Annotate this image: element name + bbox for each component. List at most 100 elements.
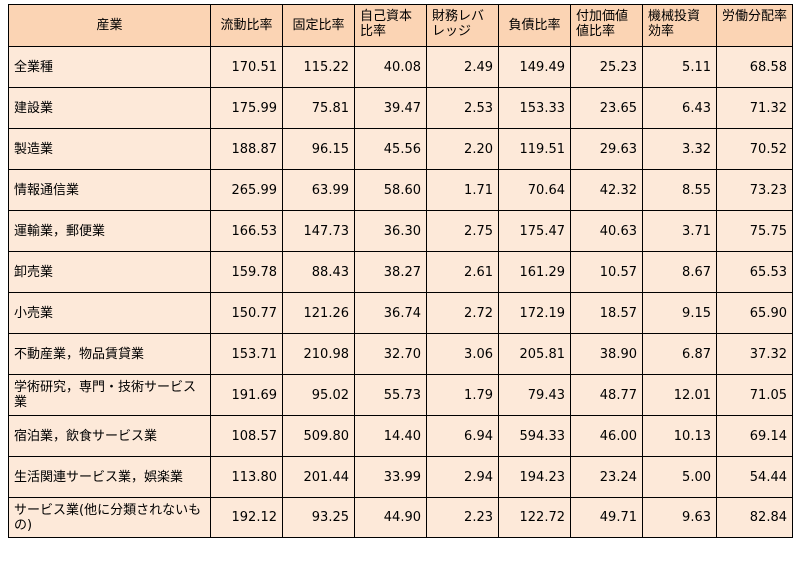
industry-ratio-table: 産業 流動比率 固定比率 自己資本比率 財務レバレッジ 負債比率 付加価値値比率… — [8, 4, 793, 538]
cell-labor-share: 71.32 — [716, 87, 793, 129]
cell-current-ratio: 150.77 — [210, 292, 283, 334]
cell-financial-leverage: 2.23 — [426, 497, 499, 538]
header-machine-investment-efficiency: 機械投資効率 — [642, 4, 717, 47]
table-body: 全業種 170.51 115.22 40.08 2.49 149.49 25.23 5.11 6… — [8, 46, 793, 538]
cell-current-ratio: 153.71 — [210, 333, 283, 375]
cell-industry: 小売業 — [8, 292, 211, 334]
cell-industry: 情報通信業 — [8, 169, 211, 211]
cell-current-ratio: 108.57 — [210, 415, 283, 457]
cell-equity-ratio: 40.08 — [354, 46, 427, 88]
cell-equity-ratio: 36.30 — [354, 210, 427, 252]
cell-financial-leverage: 2.75 — [426, 210, 499, 252]
cell-labor-share: 82.84 — [716, 497, 793, 538]
header-current-ratio: 流動比率 — [210, 4, 283, 47]
cell-labor-share: 54.44 — [716, 456, 793, 498]
cell-fixed-ratio: 93.25 — [282, 497, 355, 538]
cell-value-added-ratio: 25.23 — [570, 46, 643, 88]
cell-equity-ratio: 39.47 — [354, 87, 427, 129]
cell-fixed-ratio: 509.80 — [282, 415, 355, 457]
cell-fixed-ratio: 147.73 — [282, 210, 355, 252]
cell-labor-share: 37.32 — [716, 333, 793, 375]
cell-financial-leverage: 2.49 — [426, 46, 499, 88]
header-value-added-ratio: 付加価値値比率 — [570, 4, 643, 47]
cell-machine-investment-efficiency: 9.63 — [642, 497, 717, 538]
header-equity-ratio: 自己資本比率 — [354, 4, 427, 47]
cell-current-ratio: 188.87 — [210, 128, 283, 170]
table-row: 不動産業，物品賃貸業 153.71 210.98 32.70 3.06 205.81 38.… — [8, 333, 793, 375]
cell-value-added-ratio: 40.63 — [570, 210, 643, 252]
cell-debt-ratio: 70.64 — [498, 169, 571, 211]
cell-machine-investment-efficiency: 5.11 — [642, 46, 717, 88]
cell-industry: サービス業(他に分類されないもの) — [8, 497, 211, 538]
cell-machine-investment-efficiency: 12.01 — [642, 374, 717, 416]
table-header: 産業 流動比率 固定比率 自己資本比率 財務レバレッジ 負債比率 付加価値値比率… — [8, 4, 793, 47]
table-row: 宿泊業，飲食サービス業 108.57 509.80 14.40 6.94 594.33 46… — [8, 415, 793, 457]
cell-labor-share: 65.53 — [716, 251, 793, 293]
cell-current-ratio: 170.51 — [210, 46, 283, 88]
cell-fixed-ratio: 115.22 — [282, 46, 355, 88]
cell-machine-investment-efficiency: 10.13 — [642, 415, 717, 457]
cell-debt-ratio: 153.33 — [498, 87, 571, 129]
cell-machine-investment-efficiency: 3.32 — [642, 128, 717, 170]
header-industry: 産業 — [8, 4, 211, 47]
cell-industry: 全業種 — [8, 46, 211, 88]
cell-fixed-ratio: 121.26 — [282, 292, 355, 334]
header-financial-leverage: 財務レバレッジ — [426, 4, 499, 47]
cell-financial-leverage: 6.94 — [426, 415, 499, 457]
cell-equity-ratio: 58.60 — [354, 169, 427, 211]
cell-value-added-ratio: 29.63 — [570, 128, 643, 170]
cell-fixed-ratio: 210.98 — [282, 333, 355, 375]
cell-labor-share: 73.23 — [716, 169, 793, 211]
cell-current-ratio: 265.99 — [210, 169, 283, 211]
cell-machine-investment-efficiency: 8.55 — [642, 169, 717, 211]
cell-fixed-ratio: 63.99 — [282, 169, 355, 211]
cell-value-added-ratio: 23.24 — [570, 456, 643, 498]
table-row: 小売業 150.77 121.26 36.74 2.72 172.19 18.57 9.15 6… — [8, 292, 793, 334]
cell-debt-ratio: 205.81 — [498, 333, 571, 375]
cell-labor-share: 75.75 — [716, 210, 793, 252]
cell-fixed-ratio: 95.02 — [282, 374, 355, 416]
cell-equity-ratio: 45.56 — [354, 128, 427, 170]
cell-value-added-ratio: 18.57 — [570, 292, 643, 334]
cell-industry: 運輸業，郵便業 — [8, 210, 211, 252]
cell-financial-leverage: 2.72 — [426, 292, 499, 334]
cell-labor-share: 70.52 — [716, 128, 793, 170]
header-labor-share: 労働分配率 — [716, 4, 793, 47]
cell-equity-ratio: 38.27 — [354, 251, 427, 293]
cell-financial-leverage: 2.94 — [426, 456, 499, 498]
cell-value-added-ratio: 49.71 — [570, 497, 643, 538]
cell-machine-investment-efficiency: 6.87 — [642, 333, 717, 375]
cell-equity-ratio: 14.40 — [354, 415, 427, 457]
table-row: 情報通信業 265.99 63.99 58.60 1.71 70.64 42.32 8.55 7… — [8, 169, 793, 211]
table-row: 運輸業，郵便業 166.53 147.73 36.30 2.75 175.47 40.63 3… — [8, 210, 793, 252]
cell-industry: 生活関連サービス業，娯楽業 — [8, 456, 211, 498]
cell-debt-ratio: 172.19 — [498, 292, 571, 334]
table-row: 生活関連サービス業，娯楽業 113.80 201.44 33.99 2.94 194.23… — [8, 456, 793, 498]
cell-financial-leverage: 1.79 — [426, 374, 499, 416]
header-fixed-ratio: 固定比率 — [282, 4, 355, 47]
cell-industry: 学術研究，専門・技術サービス業 — [8, 374, 211, 416]
header-debt-ratio: 負債比率 — [498, 4, 571, 47]
cell-equity-ratio: 44.90 — [354, 497, 427, 538]
cell-debt-ratio: 594.33 — [498, 415, 571, 457]
cell-equity-ratio: 33.99 — [354, 456, 427, 498]
cell-industry: 卸売業 — [8, 251, 211, 293]
table-row: 学術研究，専門・技術サービス業 191.69 95.02 55.73 1.79 79.43… — [8, 374, 793, 416]
cell-financial-leverage: 2.53 — [426, 87, 499, 129]
cell-financial-leverage: 2.61 — [426, 251, 499, 293]
cell-industry: 建設業 — [8, 87, 211, 129]
cell-debt-ratio: 119.51 — [498, 128, 571, 170]
cell-equity-ratio: 36.74 — [354, 292, 427, 334]
cell-current-ratio: 175.99 — [210, 87, 283, 129]
table-row: 製造業 188.87 96.15 45.56 2.20 119.51 29.63 3.32 70… — [8, 128, 793, 170]
cell-fixed-ratio: 201.44 — [282, 456, 355, 498]
cell-labor-share: 68.58 — [716, 46, 793, 88]
cell-value-added-ratio: 23.65 — [570, 87, 643, 129]
cell-labor-share: 65.90 — [716, 292, 793, 334]
cell-machine-investment-efficiency: 6.43 — [642, 87, 717, 129]
cell-machine-investment-efficiency: 8.67 — [642, 251, 717, 293]
cell-fixed-ratio: 88.43 — [282, 251, 355, 293]
cell-debt-ratio: 175.47 — [498, 210, 571, 252]
cell-equity-ratio: 32.70 — [354, 333, 427, 375]
cell-value-added-ratio: 42.32 — [570, 169, 643, 211]
